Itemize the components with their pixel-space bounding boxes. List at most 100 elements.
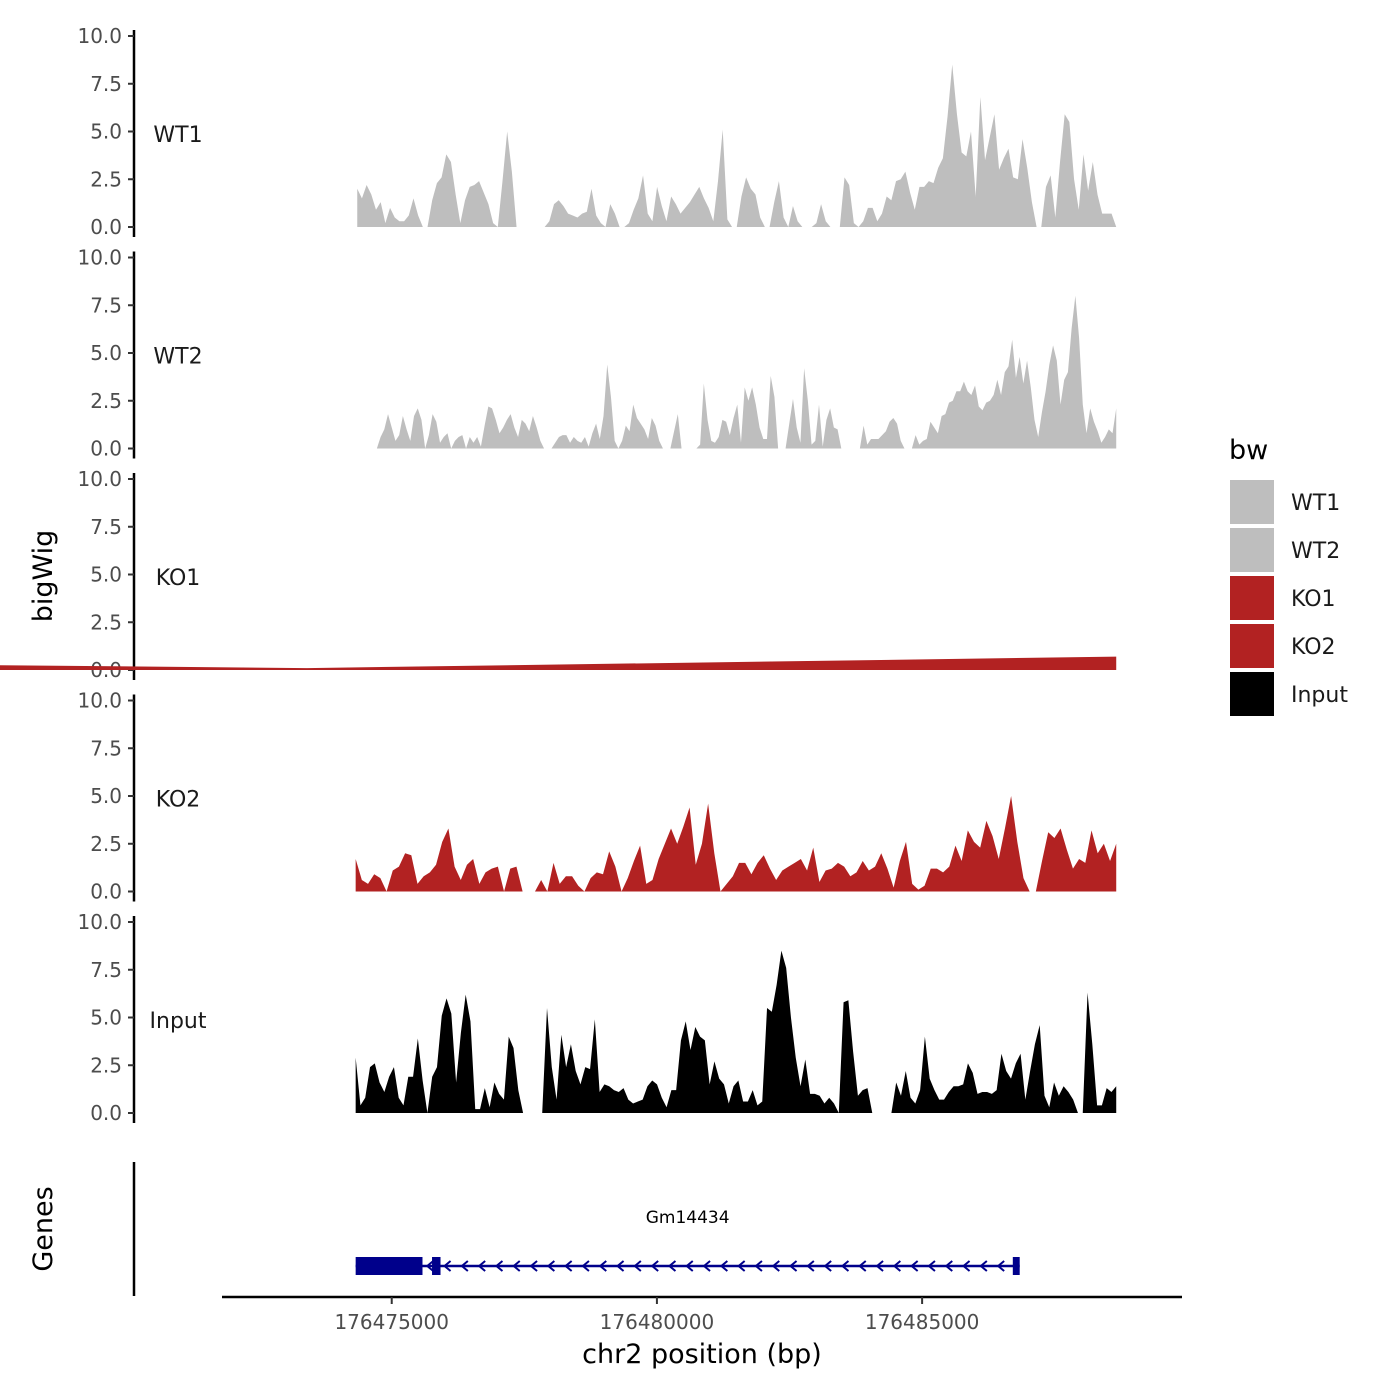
y-tick-label: 7.5 <box>90 515 122 539</box>
strand-arrow <box>858 1260 867 1272</box>
y-tick-label: 10.0 <box>77 689 122 713</box>
legend-title: bw <box>1229 435 1268 466</box>
y-tick-label: 2.5 <box>90 389 122 413</box>
y-tick-label: 2.5 <box>90 1053 122 1077</box>
track-wt2: 0.0 2.5 5.0 7.5 10.0 WT2 <box>77 246 1117 461</box>
track-label: KO2 <box>156 788 201 813</box>
legend-label-wt1: WT1 <box>1291 491 1340 516</box>
coverage-area-ko1 <box>0 656 1117 670</box>
strand-arrow <box>754 1260 763 1272</box>
legend-key-wt1 <box>1230 480 1274 524</box>
track-label: KO1 <box>156 566 201 591</box>
y-axis-title: bigWig <box>28 530 59 623</box>
legend-label-input: Input <box>1291 683 1348 708</box>
y-tick-label: 10.0 <box>77 467 122 491</box>
coverage-area-wt1 <box>357 64 1117 228</box>
y-tick-label: 10.0 <box>77 246 122 270</box>
x-axis-ticks: 176475000 176480000 176485000 <box>334 1297 979 1334</box>
legend-key-ko1 <box>1230 576 1274 620</box>
strand-arrow <box>961 1260 971 1272</box>
strand-arrow <box>633 1260 642 1272</box>
strand-arrow <box>581 1260 590 1272</box>
legend-label-wt2: WT2 <box>1291 539 1340 564</box>
y-tick-label: 5.0 <box>90 784 122 808</box>
y-tick-label: 5.0 <box>90 341 122 365</box>
y-tick-label: 7.5 <box>90 736 122 760</box>
strand-arrow <box>875 1260 884 1272</box>
strand-arrow <box>460 1260 469 1272</box>
coverage-tracks: 0.02.55.07.510.0WT10.02.55.07.510.0WT20.… <box>0 24 1117 1125</box>
track-input: 0.0 2.5 5.0 7.5 10.0 Input <box>77 910 1117 1125</box>
y-tick-label: 0.0 <box>90 1101 122 1125</box>
legend-label-ko2: KO2 <box>1291 635 1336 660</box>
y-tick-label: 0.0 <box>90 880 122 904</box>
strand-arrow <box>944 1260 953 1272</box>
strand-arrow <box>979 1260 988 1272</box>
strand-arrow <box>685 1260 694 1272</box>
strand-arrow <box>615 1260 625 1272</box>
strand-arrow <box>806 1260 815 1272</box>
y-tick-label: 2.5 <box>90 610 122 634</box>
x-tick-label: 176480000 <box>600 1310 715 1334</box>
y-tick-label: 7.5 <box>90 958 122 982</box>
genes-panel-title: Genes <box>28 1186 59 1271</box>
strand-arrow <box>892 1260 901 1272</box>
legend: bw WT1 WT2 KO1 KO2 Input <box>1229 435 1348 716</box>
coverage-area-wt2 <box>376 295 1117 449</box>
x-tick-label: 176485000 <box>865 1310 980 1334</box>
y-tick-label: 2.5 <box>90 832 122 856</box>
strand-arrow <box>996 1260 1005 1272</box>
strand-arrow <box>702 1260 711 1272</box>
x-axis-title: chr2 position (bp) <box>582 1339 822 1370</box>
strand-arrow <box>598 1260 607 1272</box>
strand-arrow <box>840 1260 850 1272</box>
track-ko2: 0.0 2.5 5.0 7.5 10.0 KO2 <box>77 689 1117 904</box>
x-tick-label: 176475000 <box>334 1310 449 1334</box>
gene-exon <box>432 1257 441 1275</box>
legend-key-ko2 <box>1230 624 1274 668</box>
y-tick-label: 10.0 <box>77 24 122 48</box>
coverage-area-ko2 <box>355 796 1117 892</box>
y-tick-label: 7.5 <box>90 72 122 96</box>
coverage-area-input <box>355 950 1117 1113</box>
strand-arrow <box>737 1260 746 1272</box>
strand-arrow <box>442 1260 452 1272</box>
legend-items: WT1 WT2 KO1 KO2 Input <box>1230 480 1348 716</box>
gene-models: Gm14434 <box>355 1208 1020 1275</box>
strand-arrow <box>529 1260 538 1272</box>
gene-gm14434: Gm14434 <box>355 1208 1020 1275</box>
strand-arrow <box>494 1260 504 1272</box>
y-tick-label: 5.0 <box>90 563 122 587</box>
y-tick-label: 2.5 <box>90 167 122 191</box>
strand-arrow <box>927 1260 936 1272</box>
y-tick-label: 0.0 <box>90 215 122 239</box>
track-label: WT1 <box>153 123 202 148</box>
strand-arrow <box>771 1260 780 1272</box>
gene-exon <box>355 1257 423 1275</box>
y-tick-label: 10.0 <box>77 910 122 934</box>
strand-arrow <box>425 1260 434 1272</box>
y-tick-label: 5.0 <box>90 120 122 144</box>
gene-exon <box>1012 1257 1020 1275</box>
y-tick-label: 0.0 <box>90 437 122 461</box>
strand-arrow <box>512 1260 521 1272</box>
strand-arrow <box>823 1260 832 1272</box>
legend-key-wt2 <box>1230 528 1274 572</box>
strand-arrow <box>546 1260 555 1272</box>
strand-arrow <box>910 1260 919 1272</box>
y-tick-label: 5.0 <box>90 1006 122 1030</box>
y-tick-label: 7.5 <box>90 293 122 317</box>
track-wt1: 0.0 2.5 5.0 7.5 10.0 WT1 <box>77 24 1117 239</box>
track-label: Input <box>150 1009 207 1034</box>
legend-key-input <box>1230 672 1274 716</box>
legend-label-ko1: KO1 <box>1291 587 1336 612</box>
strand-arrow <box>650 1260 659 1272</box>
strand-arrow <box>667 1260 677 1272</box>
strand-arrow <box>477 1260 486 1272</box>
strand-arrow <box>719 1260 728 1272</box>
gene-name-label: Gm14434 <box>646 1208 730 1228</box>
strand-arrow <box>564 1260 573 1272</box>
strand-arrow <box>788 1260 798 1272</box>
